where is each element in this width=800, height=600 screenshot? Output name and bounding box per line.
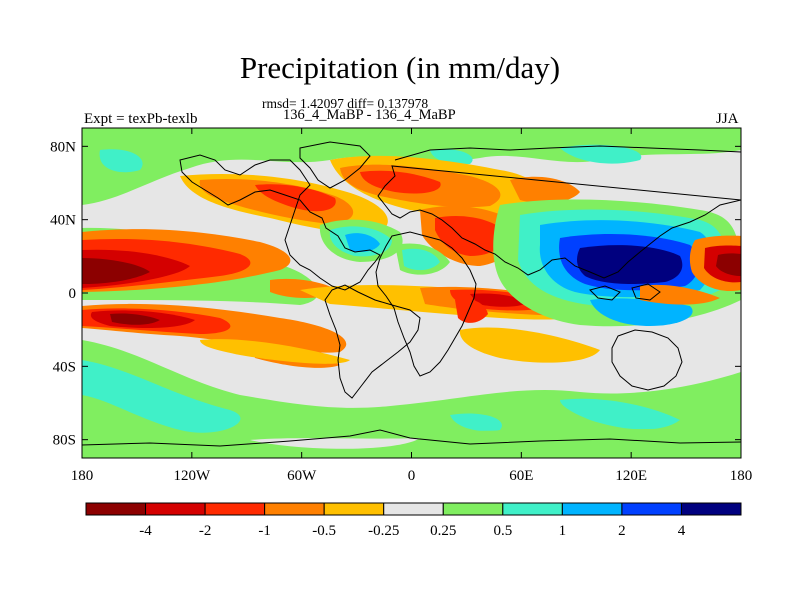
- mideast-wet-cyan: [402, 248, 440, 271]
- colorbar-label-8: 2: [618, 523, 626, 539]
- y-tick-label-0: 80N: [50, 139, 76, 155]
- south-indian-yellow: [459, 327, 600, 363]
- antarctic-coast-band: [82, 428, 741, 458]
- map-field: [82, 128, 741, 458]
- coastline-greenland: [299, 141, 371, 189]
- colorbar-label-9: 4: [678, 523, 686, 539]
- africa-dry-red: [455, 298, 488, 323]
- x-tick-label-0: 180: [71, 468, 94, 484]
- arabia-red: [435, 215, 505, 256]
- arctic-cyan-patches: [99, 144, 642, 173]
- x-tick-label-1: 120W: [173, 468, 211, 484]
- season-label: JJA: [716, 111, 739, 127]
- europe-wet-blue: [345, 233, 380, 252]
- coastline-south-america: [324, 284, 421, 399]
- colorbar-swatch-0: [85, 502, 147, 516]
- eurasia-red: [360, 170, 441, 194]
- colorbar-swatch-10: [680, 502, 742, 516]
- x-tick-label-3: 0: [408, 468, 416, 484]
- y-axis: 80N 40N 0 40S 80S: [50, 139, 741, 449]
- colorbar-label-6: 0.5: [493, 523, 512, 539]
- x-tick-label-5: 120E: [615, 468, 647, 484]
- y-tick-label-1: 40N: [50, 213, 76, 229]
- colorbar-swatch-8: [561, 502, 623, 516]
- x-tick-label-6: 180: [730, 468, 753, 484]
- east-pacific-tail: [640, 284, 720, 305]
- southern-ocean-cyan: [82, 360, 680, 433]
- north-atlantic-orange: [199, 178, 354, 224]
- coastline-north-america: [179, 154, 381, 291]
- colorbar-label-5: 0.25: [430, 523, 456, 539]
- coastline-australia: [611, 329, 683, 391]
- experiment-runs-label: 136_4_MaBP - 136_4_MaBP: [283, 107, 456, 123]
- coastline-indonesia: [589, 283, 661, 301]
- southern-ocean-wet-band: [82, 340, 741, 458]
- colorbar-swatch-3: [264, 502, 325, 516]
- rmsd-diff-stats: rmsd= 1.42097 diff= 0.137978: [262, 96, 429, 111]
- coastlines: [82, 141, 741, 447]
- colorbar-swatch-1: [145, 502, 206, 516]
- colorbar-swatch-2: [204, 502, 266, 516]
- colorbar-label-1: -2: [199, 523, 212, 539]
- colorbar-label-2: -1: [258, 523, 271, 539]
- colorbar-label-4: -0.25: [368, 523, 399, 539]
- coastline-eurasia: [377, 145, 741, 279]
- tropical-pacific-wet: [590, 298, 693, 326]
- x-tick-label-4: 60E: [509, 468, 533, 484]
- colorbar: -4 -2 -1 -0.5 -0.25 0.25 0.5 1 2 4: [85, 502, 742, 539]
- y-tick-label-2: 0: [69, 286, 77, 302]
- coastline-africa: [375, 231, 477, 377]
- x-tick-label-2: 60W: [287, 468, 317, 484]
- y-tick-label-3: 40S: [53, 359, 76, 375]
- south-pacific-maroon: [110, 313, 160, 325]
- asia-wet-navy: [577, 245, 683, 284]
- date-line-dry-maroon: [716, 253, 741, 276]
- south-atlantic-yellow: [200, 339, 350, 364]
- experiment-label: Expt = texPb-texlb: [84, 111, 198, 127]
- colorbar-swatch-7: [502, 502, 563, 516]
- colorbar-swatch-6: [442, 502, 504, 516]
- x-axis: 180 120W 60W 0 60E 120E 180: [71, 128, 753, 484]
- siberia-dry-patch: [510, 176, 580, 204]
- colorbar-swatch-5: [383, 502, 444, 516]
- coastline-antarctica: [82, 429, 741, 447]
- colorbar-label-3: -0.5: [312, 523, 336, 539]
- colorbar-swatch-9: [621, 502, 682, 516]
- y-tick-label-4: 80S: [53, 433, 76, 449]
- colorbar-label-7: 1: [559, 523, 567, 539]
- indian-ocean-darkred: [470, 293, 530, 307]
- north-atlantic-red: [255, 184, 336, 212]
- north-pacific-maroon: [82, 258, 150, 284]
- colorbar-label-0: -4: [139, 523, 152, 539]
- chart-title: Precipitation (in mm/day): [239, 50, 561, 85]
- colorbar-swatch-4: [323, 502, 385, 516]
